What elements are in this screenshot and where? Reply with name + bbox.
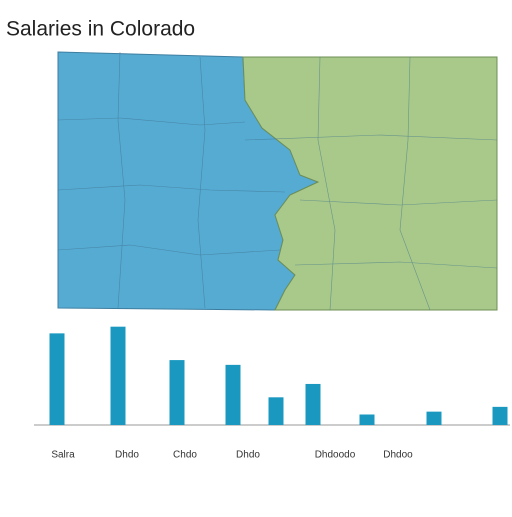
bar [169,360,185,425]
bar [49,333,65,425]
chart-title: Salaries in Colorado [6,18,195,41]
bar [268,397,284,425]
county-lines [57,51,498,311]
x-tick-label: Dhdoodo [315,450,356,461]
map [57,51,498,311]
bar [305,383,321,425]
bar [426,411,442,425]
x-tick-label: Salra [51,450,75,461]
x-tick-label: Dhdoo [383,450,413,461]
x-tick-label: Chdo [173,450,197,461]
bar [110,326,126,425]
bar [359,414,375,425]
x-tick-label: Dhdo [236,450,260,461]
x-tick-label: Dhdo [115,450,139,461]
bar [492,406,508,425]
bar [225,364,241,425]
